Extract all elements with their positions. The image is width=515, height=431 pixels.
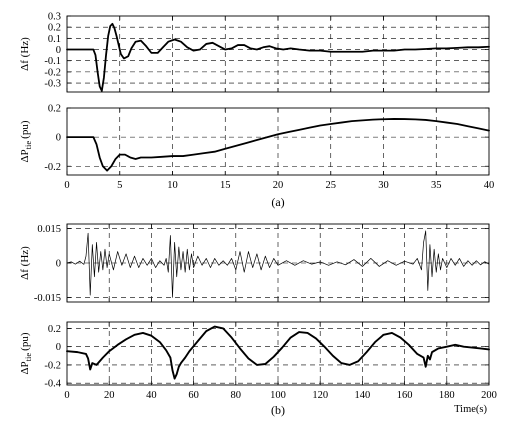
- x-tick-label: 120: [312, 390, 328, 401]
- panel-b-tie-line-power: 0.20-0.2-0.40 20 40 60 80 100 120 140 160 180 200Δ…: [19, 321, 497, 415]
- x-tick-label: 200: [481, 390, 497, 401]
- x-tick-label: 40: [484, 180, 495, 191]
- panel-a-frequency-deviation: 0.30.20.10-0.1-0.2-0.3 Δf (Hz): [19, 12, 490, 93]
- x-tick-label: 30: [378, 180, 389, 191]
- x-tick-label: 80: [231, 390, 242, 401]
- y-axis-label-subscript: tie: [23, 141, 33, 150]
- x-tick-label: 25: [326, 180, 337, 191]
- y-tick-label: -0.2: [44, 360, 61, 371]
- y-tick-label: 0.3: [48, 12, 61, 23]
- y-axis-label: ΔPtie (pu): [19, 332, 33, 374]
- x-tick-label: 20: [273, 180, 284, 191]
- series-line: [66, 22, 490, 92]
- y-tick-label: 0: [56, 342, 61, 353]
- y-tick-label: -0.2: [44, 162, 61, 173]
- series-line: [66, 118, 490, 172]
- y-tick-label: -0.2: [44, 67, 61, 78]
- y-axis-label: ΔPtie (pu): [19, 120, 33, 162]
- y-axis-label-main: ΔP: [19, 149, 31, 162]
- y-axis-label-unit: (pu): [19, 332, 31, 351]
- caption-a: (a): [271, 195, 284, 209]
- caption-b: (b): [271, 403, 285, 417]
- x-tick-label: 0: [64, 180, 69, 191]
- series-line: [66, 325, 490, 380]
- x-tick-label: 160: [397, 390, 413, 401]
- y-tick-label: 0: [56, 133, 61, 144]
- panel-b-frequency-deviation: 0.015 0 -0.015 Δf (Hz): [19, 223, 490, 304]
- y-axis-label: Δf (Hz): [19, 246, 31, 280]
- y-axis-label-subscript: tie: [23, 353, 33, 362]
- x-tick-label: 40: [146, 390, 157, 401]
- x-tick-label: 20: [104, 390, 115, 401]
- x-tick-label: 60: [188, 390, 199, 401]
- y-tick-label: 0: [56, 45, 61, 56]
- y-axis-label-main: ΔP: [19, 361, 31, 374]
- x-tick-label: 15: [220, 180, 231, 191]
- y-tick-label: 0.2: [48, 23, 61, 34]
- y-tick-label: 0: [56, 259, 61, 270]
- y-tick-label: 0.015: [37, 224, 61, 235]
- x-tick-label: 35: [431, 180, 442, 191]
- y-axis-label-unit: (pu): [19, 120, 31, 139]
- y-tick-label: -0.4: [44, 379, 61, 390]
- x-tick-label: 180: [439, 390, 455, 401]
- x-tick-label: 10: [167, 180, 178, 191]
- x-tick-label: 100: [270, 390, 286, 401]
- y-tick-label: 0.2: [48, 324, 61, 335]
- series-line: [66, 230, 490, 298]
- y-tick-label: -0.1: [44, 56, 61, 67]
- x-tick-label: 0: [64, 390, 69, 401]
- x-tick-label: 5: [117, 180, 122, 191]
- y-tick-label: 0.1: [48, 34, 61, 45]
- y-tick-label: -0.3: [44, 79, 61, 90]
- y-axis-label: Δf (Hz): [19, 37, 31, 71]
- y-tick-label: -0.015: [34, 293, 61, 304]
- x-axis-label: Time(s): [454, 404, 487, 415]
- y-tick-label: 0.2: [48, 104, 61, 115]
- x-tick-label: 140: [355, 390, 371, 401]
